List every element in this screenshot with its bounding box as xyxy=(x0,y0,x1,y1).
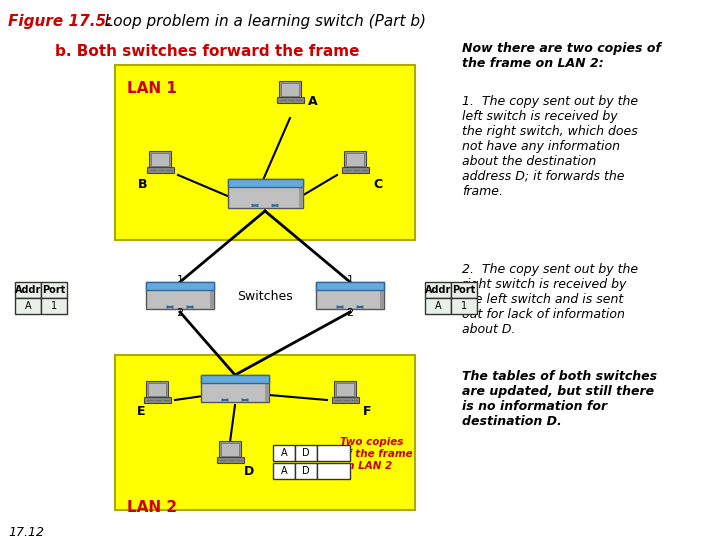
Bar xyxy=(217,457,243,463)
Text: 1: 1 xyxy=(346,275,354,285)
Bar xyxy=(15,298,41,314)
Bar xyxy=(221,443,238,456)
Bar xyxy=(149,151,171,167)
Text: A: A xyxy=(281,448,287,458)
Text: A: A xyxy=(435,301,441,311)
Text: Port: Port xyxy=(452,285,476,295)
Bar xyxy=(228,179,302,187)
Bar xyxy=(15,282,41,298)
Bar xyxy=(115,355,415,510)
Text: LAN 2: LAN 2 xyxy=(127,500,177,515)
Text: D: D xyxy=(302,466,310,476)
Text: Now there are two copies of
the frame on LAN 2:: Now there are two copies of the frame on… xyxy=(462,42,661,70)
Bar xyxy=(282,83,299,96)
Bar xyxy=(316,282,384,290)
Bar xyxy=(346,153,364,166)
Bar xyxy=(295,445,317,461)
Text: The tables of both switches
are updated, but still there
is no information for
d: The tables of both switches are updated,… xyxy=(462,370,657,428)
Text: B: B xyxy=(138,178,148,191)
Bar xyxy=(299,179,302,208)
Text: Loop problem in a learning switch (Part b): Loop problem in a learning switch (Part … xyxy=(95,14,426,29)
Bar xyxy=(146,282,214,290)
Text: 2.  The copy sent out by the
right switch is received by
the left switch and is : 2. The copy sent out by the right switch… xyxy=(462,263,638,336)
Bar xyxy=(143,397,171,403)
Bar xyxy=(265,375,269,402)
Text: 17.12: 17.12 xyxy=(8,526,44,539)
Bar xyxy=(380,282,384,309)
Bar xyxy=(344,151,366,167)
Text: C: C xyxy=(373,178,382,191)
Bar xyxy=(146,282,214,309)
Bar xyxy=(148,383,166,396)
Bar xyxy=(273,463,295,479)
Text: D: D xyxy=(302,448,310,458)
Text: A: A xyxy=(308,95,318,108)
Bar xyxy=(451,298,477,314)
Text: b. Both switches forward the frame: b. Both switches forward the frame xyxy=(55,44,359,59)
Bar xyxy=(331,397,359,403)
Bar xyxy=(201,375,269,383)
Text: Switches: Switches xyxy=(237,291,293,303)
Text: LAN 1: LAN 1 xyxy=(127,81,177,96)
Bar xyxy=(151,153,168,166)
Text: E: E xyxy=(137,405,145,418)
Bar xyxy=(317,463,350,479)
Bar xyxy=(316,282,384,309)
Bar xyxy=(279,81,301,97)
Text: 1: 1 xyxy=(176,275,184,285)
Bar xyxy=(425,282,451,298)
Text: Addr: Addr xyxy=(425,285,451,295)
Bar xyxy=(146,381,168,397)
Bar xyxy=(273,445,295,461)
Bar xyxy=(336,383,354,396)
Bar xyxy=(210,282,214,309)
Bar xyxy=(334,381,356,397)
Text: 2: 2 xyxy=(176,308,184,318)
Bar xyxy=(341,167,369,173)
Text: F: F xyxy=(363,405,372,418)
Bar xyxy=(41,298,67,314)
Bar xyxy=(425,298,451,314)
Text: 1: 1 xyxy=(51,301,57,311)
Bar xyxy=(201,375,269,402)
Text: Port: Port xyxy=(42,285,66,295)
Text: 1.  The copy sent out by the
left switch is received by
the right switch, which : 1. The copy sent out by the left switch … xyxy=(462,95,638,198)
Bar xyxy=(115,65,415,240)
Text: 1: 1 xyxy=(461,301,467,311)
Text: Addr: Addr xyxy=(15,285,41,295)
Text: Two copies
of the frame
on LAN 2: Two copies of the frame on LAN 2 xyxy=(340,437,413,470)
Bar xyxy=(317,445,350,461)
Bar xyxy=(219,441,240,457)
Text: Figure 17.5:: Figure 17.5: xyxy=(8,14,112,29)
Bar xyxy=(146,167,174,173)
Bar xyxy=(41,282,67,298)
Bar xyxy=(276,97,304,103)
Bar xyxy=(295,463,317,479)
Text: D: D xyxy=(244,465,254,478)
Text: 2: 2 xyxy=(346,308,354,318)
Bar xyxy=(451,282,477,298)
Text: A: A xyxy=(24,301,31,311)
Text: A: A xyxy=(281,466,287,476)
Bar xyxy=(228,179,302,208)
